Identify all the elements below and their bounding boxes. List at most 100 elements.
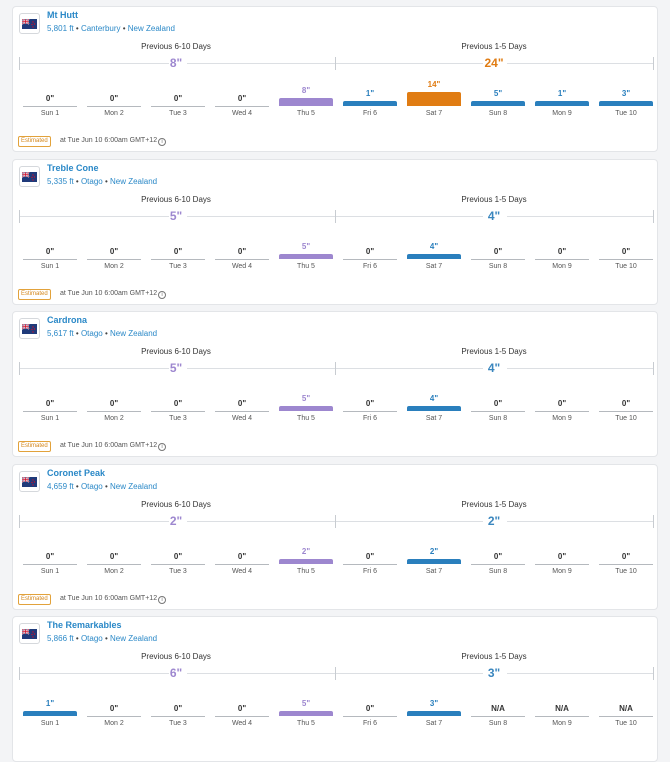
snowfall-value: 0" (109, 247, 119, 256)
estimated-badge: Estimated (18, 136, 51, 147)
day-label: Sat 7 (425, 263, 443, 270)
country-link[interactable]: New Zealand (109, 634, 158, 643)
snowfall-bar[interactable] (23, 711, 77, 716)
period-divider-line (19, 521, 169, 522)
period-divider-tick (335, 362, 336, 375)
info-icon[interactable]: i (158, 291, 166, 299)
resort-name-link[interactable]: Cardrona (47, 315, 88, 325)
region-link[interactable]: Otago (80, 329, 103, 338)
info-icon[interactable]: i (158, 443, 166, 451)
period-total-1-5: 2" (487, 514, 501, 528)
period-label-6-10: Previous 6-10 Days (141, 195, 211, 204)
snowfall-baseline (151, 411, 205, 412)
snowfall-bar[interactable] (279, 559, 333, 564)
day-label: Thu 5 (297, 263, 315, 270)
snowfall-baseline (599, 716, 653, 717)
snowfall-value: 2" (301, 547, 311, 556)
snowfall-value: 0" (237, 94, 247, 103)
separator-dot: • (102, 482, 110, 491)
period-divider-line (19, 63, 169, 64)
snowfall-bar[interactable] (407, 559, 461, 564)
separator-dot: • (73, 24, 81, 33)
resort-name-link[interactable]: Mt Hutt (47, 10, 78, 20)
snowfall-value: 3" (621, 89, 631, 98)
period-label-6-10: Previous 6-10 Days (141, 42, 211, 51)
snowfall-value: 0" (493, 399, 503, 408)
snowfall-bar[interactable] (407, 254, 461, 259)
country-link[interactable]: New Zealand (127, 24, 175, 33)
resort-card: Treble Cone 5,335 ft • Otago • New Zealan… (12, 159, 658, 305)
snowfall-value: N/A (491, 704, 505, 713)
period-label-6-10: Previous 6-10 Days (141, 652, 211, 661)
day-label: Sun 8 (488, 568, 508, 575)
day-label: Sun 1 (40, 568, 60, 575)
snowfall-bar[interactable] (279, 254, 333, 259)
separator-dot: • (73, 329, 81, 338)
country-link[interactable]: New Zealand (109, 329, 158, 338)
estimated-badge: Estimated (18, 594, 51, 605)
day-label: Tue 3 (169, 110, 187, 117)
day-label: Thu 5 (297, 415, 315, 422)
period-label-1-5: Previous 1-5 Days (461, 500, 527, 509)
separator-dot: • (102, 634, 110, 643)
period-divider-line (507, 521, 653, 522)
day-label: Mon 2 (104, 568, 124, 575)
period-divider-tick (335, 515, 336, 528)
info-icon[interactable]: i (158, 138, 166, 146)
snowfall-value: 0" (45, 247, 55, 256)
day-label: Sun 8 (488, 720, 508, 727)
snowfall-baseline (151, 716, 205, 717)
info-icon[interactable]: i (158, 596, 166, 604)
period-label-1-5: Previous 1-5 Days (461, 347, 527, 356)
snowfall-baseline (215, 259, 269, 260)
snowfall-bar[interactable] (471, 101, 525, 106)
snowfall-baseline (471, 716, 525, 717)
estimated-timestamp: at Tue Jun 10 6:00am GMT+12 (60, 137, 158, 144)
snowfall-baseline (471, 411, 525, 412)
snowfall-baseline (87, 716, 141, 717)
period-divider-line (507, 673, 653, 674)
region-link[interactable]: Otago (80, 482, 103, 491)
country-link[interactable]: New Zealand (109, 177, 158, 186)
period-total-1-5: 4" (487, 361, 501, 375)
day-label: Tue 10 (615, 415, 637, 422)
snowfall-value: 0" (365, 399, 375, 408)
region-link[interactable]: Otago (80, 177, 103, 186)
snowfall-bar[interactable] (407, 92, 461, 106)
new-zealand-flag-icon (19, 318, 40, 339)
snowfall-bar[interactable] (407, 406, 461, 411)
snowfall-bar[interactable] (535, 101, 589, 106)
snowfall-baseline (343, 716, 397, 717)
snowfall-bar[interactable] (599, 101, 653, 106)
resort-name-link[interactable]: Treble Cone (47, 163, 99, 173)
snowfall-bar[interactable] (279, 711, 333, 716)
day-label: Fri 6 (363, 720, 377, 727)
snowfall-bar[interactable] (343, 101, 397, 106)
snowfall-value: N/A (619, 704, 633, 713)
resort-name-link[interactable]: The Remarkables (47, 620, 122, 630)
snowfall-value: 0" (621, 552, 631, 561)
snowfall-baseline (215, 564, 269, 565)
region-link[interactable]: Otago (80, 634, 103, 643)
snowfall-baseline (599, 411, 653, 412)
snowfall-value: 0" (557, 247, 567, 256)
resort-elevation: 5,617 ft (47, 329, 74, 338)
period-divider-tick (19, 57, 20, 70)
snowfall-bar[interactable] (279, 406, 333, 411)
snowfall-bar[interactable] (279, 98, 333, 106)
country-link[interactable]: New Zealand (109, 482, 158, 491)
snowfall-baseline (87, 411, 141, 412)
resort-elevation: 5,866 ft (47, 634, 74, 643)
snowfall-baseline (23, 411, 77, 412)
snowfall-value: 5" (301, 394, 311, 403)
snowfall-baseline (87, 259, 141, 260)
period-divider-tick (653, 362, 654, 375)
region-link[interactable]: Canterbury (80, 24, 121, 33)
snowfall-bar[interactable] (407, 711, 461, 716)
estimated-badge: Estimated (18, 289, 51, 300)
day-label: Wed 4 (231, 415, 253, 422)
resort-name-link[interactable]: Coronet Peak (47, 468, 106, 478)
snowfall-value: 0" (173, 399, 183, 408)
day-label: Sun 8 (488, 415, 508, 422)
day-label: Sun 1 (40, 415, 60, 422)
